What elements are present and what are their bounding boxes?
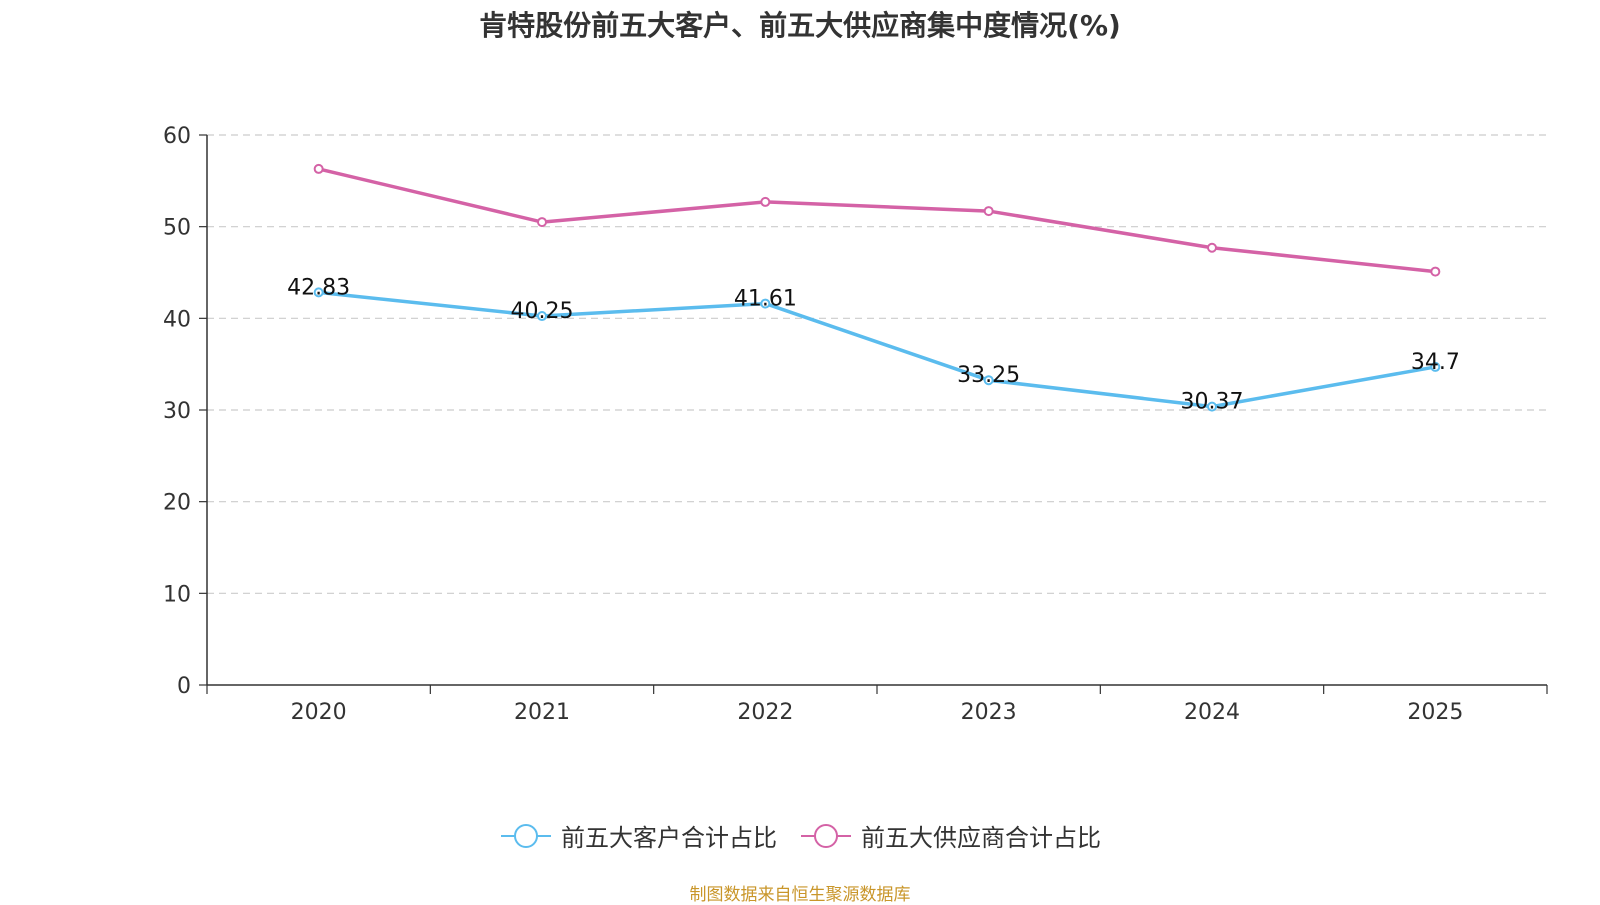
legend-swatch-suppliers bbox=[801, 823, 851, 848]
data-point-1 bbox=[537, 217, 547, 228]
data-label: 40.25 bbox=[511, 299, 574, 324]
data-point-0 bbox=[1430, 361, 1441, 372]
data-point-1 bbox=[983, 206, 994, 217]
y-tick-label: 20 bbox=[163, 491, 191, 516]
y-tick-label: 60 bbox=[163, 124, 191, 149]
legend-label-suppliers: 前五大供应商合计占比 bbox=[861, 824, 1101, 852]
x-tick-label: 2025 bbox=[1407, 700, 1463, 725]
data-label: 33.25 bbox=[957, 363, 1020, 388]
legend: 前五大客户合计占比 前五大供应商合计占比 bbox=[0, 818, 1600, 853]
data-label: 34.7 bbox=[1411, 350, 1460, 375]
series-line-0 bbox=[316, 290, 1438, 409]
data-label: 41.61 bbox=[734, 287, 797, 312]
y-tick-label: 50 bbox=[163, 216, 191, 241]
data-point-0 bbox=[313, 287, 324, 298]
data-point-0 bbox=[760, 298, 771, 309]
y-tick-label: 40 bbox=[163, 307, 191, 332]
source-note: 制图数据来自恒生聚源数据库 bbox=[689, 885, 911, 905]
y-tick-label: 0 bbox=[177, 674, 191, 699]
y-tick-label: 10 bbox=[163, 582, 191, 607]
series-line-1 bbox=[316, 167, 1438, 274]
x-tick-label: 2023 bbox=[961, 700, 1017, 725]
data-point-1 bbox=[760, 196, 771, 207]
data-label: 30.37 bbox=[1181, 390, 1244, 415]
data-point-1 bbox=[313, 163, 324, 174]
x-tick-label: 2020 bbox=[291, 700, 347, 725]
data-point-0 bbox=[537, 311, 547, 322]
data-point-1 bbox=[1207, 242, 1217, 253]
x-tick-label: 2022 bbox=[737, 700, 793, 725]
data-point-0 bbox=[1207, 401, 1217, 412]
y-tick-label: 30 bbox=[163, 399, 191, 424]
legend-item-suppliers[interactable]: 前五大供应商合计占比 bbox=[799, 818, 1101, 853]
data-label: 42.83 bbox=[287, 275, 350, 300]
x-tick-label: 2021 bbox=[514, 700, 570, 725]
legend-item-customers[interactable]: 前五大客户合计占比 bbox=[499, 818, 777, 853]
data-point-1 bbox=[1430, 266, 1441, 277]
data-point-0 bbox=[983, 375, 994, 386]
legend-swatch-customers bbox=[501, 823, 551, 848]
legend-label-customers: 前五大客户合计占比 bbox=[561, 824, 777, 852]
chart-title: 肯特股份前五大客户、前五大供应商集中度情况(%) bbox=[479, 9, 1121, 42]
x-tick-label: 2024 bbox=[1184, 700, 1240, 725]
